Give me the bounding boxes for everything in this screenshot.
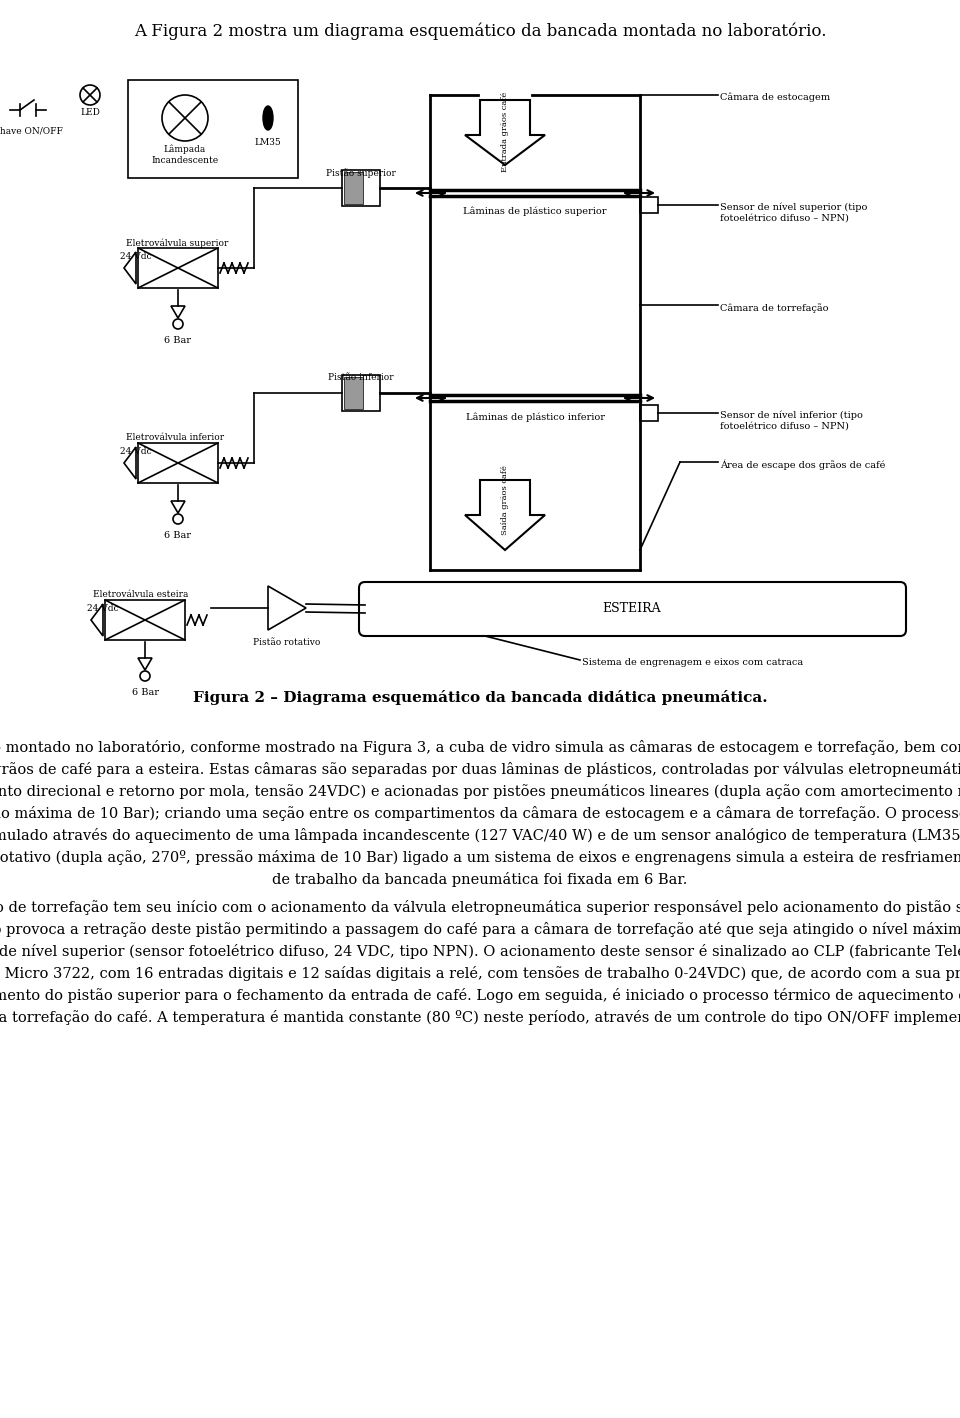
- Text: escape dos grãos de café para a esteira. Estas câmaras são separadas por duas lâ: escape dos grãos de café para a esteira.…: [0, 761, 960, 777]
- Text: Área de escape dos grãos de café: Área de escape dos grãos de café: [720, 459, 885, 471]
- Text: 24 Vdc: 24 Vdc: [120, 252, 152, 261]
- Text: Eletroválvula superior: Eletroválvula superior: [126, 238, 228, 248]
- Ellipse shape: [263, 106, 273, 130]
- Text: pneumático rotativo (dupla ação, 270º, pressão máxima de 10 Bar) ligado a um sis: pneumático rotativo (dupla ação, 270º, p…: [0, 849, 960, 865]
- Bar: [138, 248, 218, 288]
- Text: Eletroválvula inferior: Eletroválvula inferior: [126, 432, 224, 442]
- Text: aciona o fechamento do pistão superior para o fechamento da entrada de café. Log: aciona o fechamento do pistão superior p…: [0, 988, 960, 1003]
- Text: Eletroválvula esteira: Eletroválvula esteira: [93, 590, 188, 598]
- Text: 6 Bar: 6 Bar: [132, 688, 158, 698]
- Text: do café é simulado através do aquecimento de uma lâmpada incandescente (127 VAC/: do café é simulado através do aqueciment…: [0, 828, 960, 842]
- Text: LED: LED: [80, 108, 100, 118]
- Text: Pistão rotativo: Pistão rotativo: [253, 638, 321, 647]
- Text: Chave ON/OFF: Chave ON/OFF: [0, 126, 63, 135]
- Text: modelo TSX Micro 3722, com 16 entradas digitais e 12 saídas digitais a relé, com: modelo TSX Micro 3722, com 16 entradas d…: [0, 966, 960, 981]
- Text: Pistão superior: Pistão superior: [326, 167, 396, 177]
- Bar: [342, 374, 380, 411]
- Bar: [640, 406, 658, 421]
- Bar: [344, 172, 363, 204]
- Text: ESTEIRA: ESTEIRA: [603, 603, 661, 615]
- Text: retorno, pressão máxima de 10 Bar); criando uma seção entre os compartimentos da: retorno, pressão máxima de 10 Bar); cria…: [0, 805, 960, 821]
- Bar: [105, 600, 185, 640]
- Text: Pistão inferior: Pistão inferior: [328, 373, 394, 381]
- Text: LM35: LM35: [254, 138, 281, 147]
- Text: Figura 2 – Diagrama esquemático da bancada didática pneumática.: Figura 2 – Diagrama esquemático da banca…: [193, 691, 767, 705]
- Text: de trabalho da bancada pneumática foi fixada em 6 Bar.: de trabalho da bancada pneumática foi fi…: [273, 872, 687, 888]
- Text: Sistema de engrenagem e eixos com catraca: Sistema de engrenagem e eixos com catrac…: [582, 658, 804, 666]
- Text: pelo sensor de nível superior (sensor fotoelétrico difuso, 24 VDC, tipo NPN). O : pelo sensor de nível superior (sensor fo…: [0, 944, 960, 959]
- Bar: [344, 377, 363, 408]
- Text: com acionamento direcional e retorno por mola, tensão 24VDC) e acionadas por pis: com acionamento direcional e retorno por…: [0, 784, 960, 798]
- Text: Sensor de nível inferior (tipo
fotoelétrico difuso – NPN): Sensor de nível inferior (tipo fotoelétr…: [720, 411, 863, 431]
- Text: Lâminas de plástico superior: Lâminas de plástico superior: [464, 207, 607, 217]
- Text: Saída grãos café: Saída grãos café: [501, 465, 509, 535]
- Bar: [138, 442, 218, 484]
- Text: No protótipo montado no laboratório, conforme mostrado na Figura 3, a cuba de vi: No protótipo montado no laboratório, con…: [0, 740, 960, 754]
- Text: 24 Vdc: 24 Vdc: [120, 447, 152, 457]
- Text: Lâminas de plástico inferior: Lâminas de plástico inferior: [466, 413, 605, 421]
- Bar: [342, 170, 380, 206]
- Text: Sensor de nível superior (tipo
fotoelétrico difuso – NPN): Sensor de nível superior (tipo fotoelétr…: [720, 203, 868, 223]
- Text: Entrada grãos café: Entrada grãos café: [501, 92, 509, 172]
- Text: Câmara de estocagem: Câmara de estocagem: [720, 94, 830, 102]
- Bar: [640, 197, 658, 213]
- Text: 6 Bar: 6 Bar: [164, 336, 191, 345]
- Text: acionamento provoca a retração deste pistão permitindo a passagem do café para a: acionamento provoca a retração deste pis…: [0, 922, 960, 937]
- Text: Lâmpada
Incandescente: Lâmpada Incandescente: [152, 145, 219, 164]
- Text: O processo de torrefação tem seu início com o acionamento da válvula eletropneum: O processo de torrefação tem seu início …: [0, 900, 960, 915]
- Bar: [128, 79, 298, 179]
- Text: 6 Bar: 6 Bar: [164, 530, 191, 540]
- Text: simular a torrefação do café. A temperatura é mantida constante (80 ºC) neste pe: simular a torrefação do café. A temperat…: [0, 1010, 960, 1025]
- Text: 24 Vdc: 24 Vdc: [87, 604, 119, 613]
- Text: A Figura 2 mostra um diagrama esquemático da bancada montada no laboratório.: A Figura 2 mostra um diagrama esquemátic…: [133, 23, 827, 40]
- Text: Câmara de torrefação: Câmara de torrefação: [720, 303, 828, 313]
